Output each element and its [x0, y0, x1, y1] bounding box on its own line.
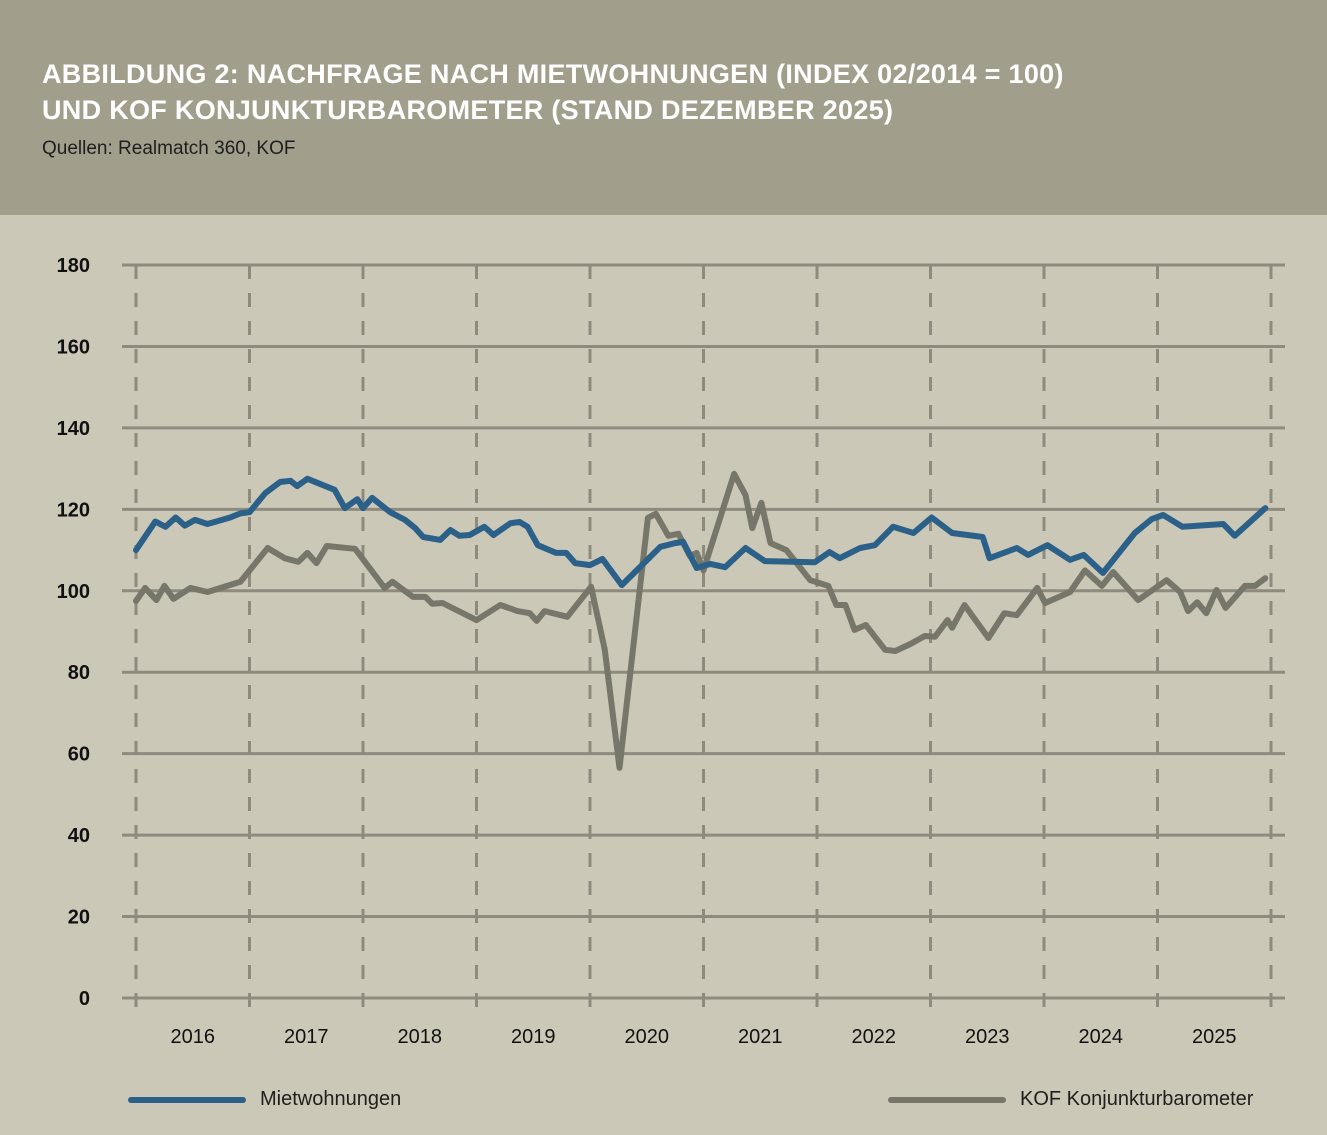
source-note: Quellen: Realmatch 360, KOF: [42, 138, 296, 159]
x-tick-label: 2023: [965, 1026, 1010, 1048]
x-tick-label: 2024: [1079, 1026, 1124, 1048]
series-line-kof-konjunkturbarometer: [133, 470, 1269, 771]
y-tick-label: 60: [68, 744, 90, 766]
y-tick-label: 40: [68, 825, 90, 847]
x-tick-label: 2019: [511, 1026, 556, 1048]
legend-label: Mietwohnungen: [260, 1088, 402, 1110]
legend-swatch-blue: [128, 1096, 246, 1103]
x-tick-label: 2021: [738, 1026, 783, 1048]
legend-item-kof: KOF Konjunkturbarometer: [888, 1088, 1253, 1111]
chart-title: ABBILDUNG 2: NACHFRAGE NACH MIETWOHNUNGE…: [42, 56, 1064, 128]
series-line-mietwohnungen: [133, 475, 1269, 589]
y-tick-label: 160: [57, 336, 90, 358]
x-tick-label: 2025: [1192, 1026, 1237, 1048]
legend-swatch-grey: [888, 1096, 1006, 1103]
y-tick-label: 0: [79, 988, 90, 1010]
x-tick-label: 2016: [171, 1026, 216, 1048]
x-tick-label: 2017: [284, 1026, 329, 1048]
y-tick-label: 180: [57, 255, 90, 277]
legend-item-mietwohnungen: Mietwohnungen: [128, 1088, 401, 1111]
x-tick-label: 2022: [852, 1026, 897, 1048]
y-tick-label: 20: [68, 907, 90, 929]
y-tick-label: 120: [57, 499, 90, 521]
header-band: ABBILDUNG 2: NACHFRAGE NACH MIETWOHNUNGE…: [0, 0, 1327, 215]
x-tick-label: 2020: [625, 1026, 670, 1048]
y-tick-label: 80: [68, 662, 90, 684]
y-tick-label: 100: [57, 581, 90, 603]
y-tick-label: 140: [57, 418, 90, 440]
x-tick-label: 2018: [398, 1026, 443, 1048]
title-line-1: ABBILDUNG 2: NACHFRAGE NACH MIETWOHNUNGE…: [42, 59, 1064, 89]
title-line-2: UND KOF KONJUNKTURBAROMETER (STAND DEZEM…: [42, 95, 894, 125]
legend-label: KOF Konjunkturbarometer: [1020, 1088, 1254, 1110]
